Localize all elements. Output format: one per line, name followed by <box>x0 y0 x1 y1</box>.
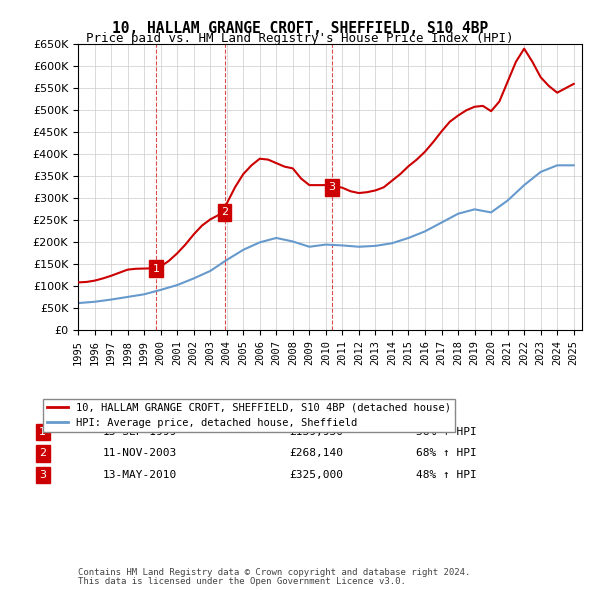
Text: Contains HM Land Registry data © Crown copyright and database right 2024.: Contains HM Land Registry data © Crown c… <box>78 568 470 577</box>
Text: £139,950: £139,950 <box>290 427 344 437</box>
Text: 13-MAY-2010: 13-MAY-2010 <box>103 470 178 480</box>
Text: £325,000: £325,000 <box>290 470 344 480</box>
Text: 11-NOV-2003: 11-NOV-2003 <box>103 448 178 458</box>
Text: 13-SEP-1999: 13-SEP-1999 <box>103 427 178 437</box>
Text: £268,140: £268,140 <box>290 448 344 458</box>
Text: This data is licensed under the Open Government Licence v3.0.: This data is licensed under the Open Gov… <box>78 577 406 586</box>
Text: 1: 1 <box>39 427 46 437</box>
Text: 3: 3 <box>328 182 335 192</box>
Text: 10, HALLAM GRANGE CROFT, SHEFFIELD, S10 4BP: 10, HALLAM GRANGE CROFT, SHEFFIELD, S10 … <box>112 21 488 35</box>
Text: 48% ↑ HPI: 48% ↑ HPI <box>416 470 476 480</box>
Text: 2: 2 <box>221 207 228 217</box>
Text: 56% ↑ HPI: 56% ↑ HPI <box>416 427 476 437</box>
Text: 68% ↑ HPI: 68% ↑ HPI <box>416 448 476 458</box>
Text: 2: 2 <box>39 448 46 458</box>
Legend: 10, HALLAM GRANGE CROFT, SHEFFIELD, S10 4BP (detached house), HPI: Average price: 10, HALLAM GRANGE CROFT, SHEFFIELD, S10 … <box>43 399 455 432</box>
Text: Price paid vs. HM Land Registry's House Price Index (HPI): Price paid vs. HM Land Registry's House … <box>86 32 514 45</box>
Text: 1: 1 <box>152 264 160 274</box>
Text: 3: 3 <box>39 470 46 480</box>
